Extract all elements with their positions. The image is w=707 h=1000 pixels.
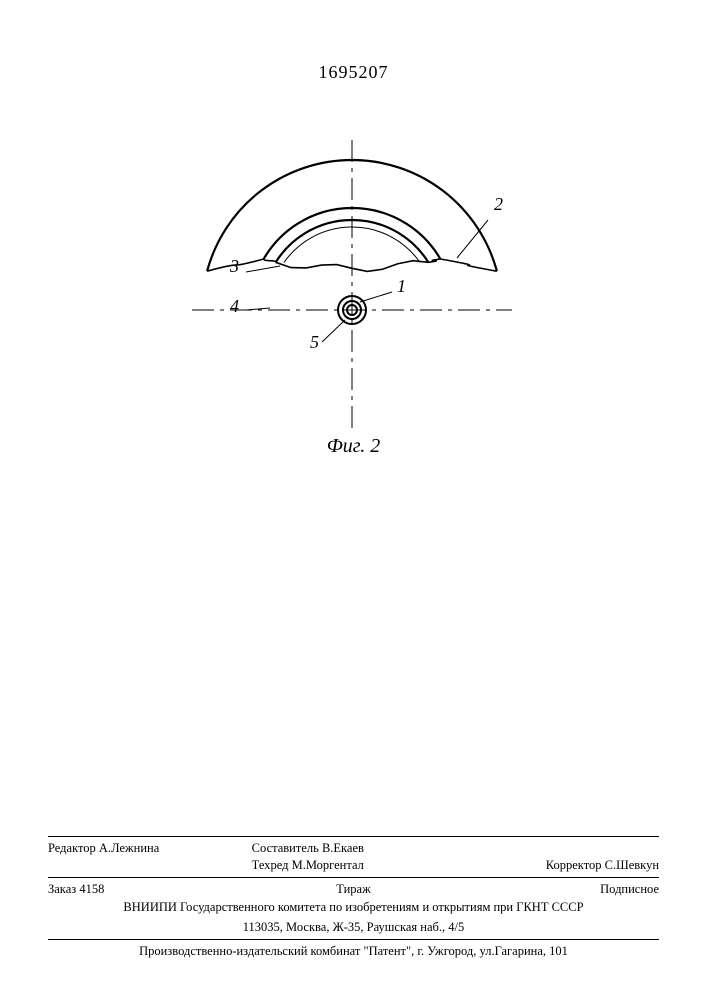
compiler-techred-cell: Составитель В.Екаев Техред М.Моргентал (252, 840, 456, 874)
editor-cell: Редактор А.Лежнина (48, 840, 252, 874)
editor-label: Редактор (48, 841, 96, 855)
corrector-label: Корректор (546, 858, 602, 872)
organization-line: ВНИИПИ Государственного комитета по изоб… (48, 897, 659, 919)
corrector-name: С.Шевкун (605, 858, 659, 872)
figure-2: 2 3 4 1 5 (182, 130, 522, 440)
credits-row: Редактор А.Лежнина Составитель В.Екаев Т… (48, 836, 659, 877)
tirage-cell: Тираж (252, 881, 456, 898)
order-label: Заказ (48, 882, 76, 896)
order-row: Заказ 4158 Тираж Подписное (48, 877, 659, 898)
subscription-cell: Подписное (455, 881, 659, 898)
techred-name: М.Моргентал (292, 858, 364, 872)
document-number: 1695207 (0, 62, 707, 83)
svg-text:1: 1 (397, 276, 406, 296)
editor-name: А.Лежнина (99, 841, 159, 855)
svg-text:2: 2 (494, 194, 503, 214)
subscription-label: Подписное (600, 882, 659, 896)
svg-text:5: 5 (310, 332, 319, 352)
svg-text:4: 4 (230, 296, 239, 316)
techred-label: Техред (252, 858, 289, 872)
corrector-cell: Корректор С.Шевкун (455, 840, 659, 874)
producer-line: Производственно-издательский комбинат "П… (48, 939, 659, 960)
figure-caption: Фиг. 2 (0, 435, 707, 458)
compiler-label: Составитель (252, 841, 319, 855)
colophon: Редактор А.Лежнина Составитель В.Екаев Т… (48, 836, 659, 960)
compiler-name: В.Екаев (322, 841, 364, 855)
address-line: 113035, Москва, Ж-35, Раушская наб., 4/5 (48, 919, 659, 939)
svg-text:3: 3 (229, 256, 239, 276)
order-number: 4158 (79, 882, 104, 896)
order-cell: Заказ 4158 (48, 881, 252, 898)
tirage-label: Тираж (336, 882, 370, 896)
